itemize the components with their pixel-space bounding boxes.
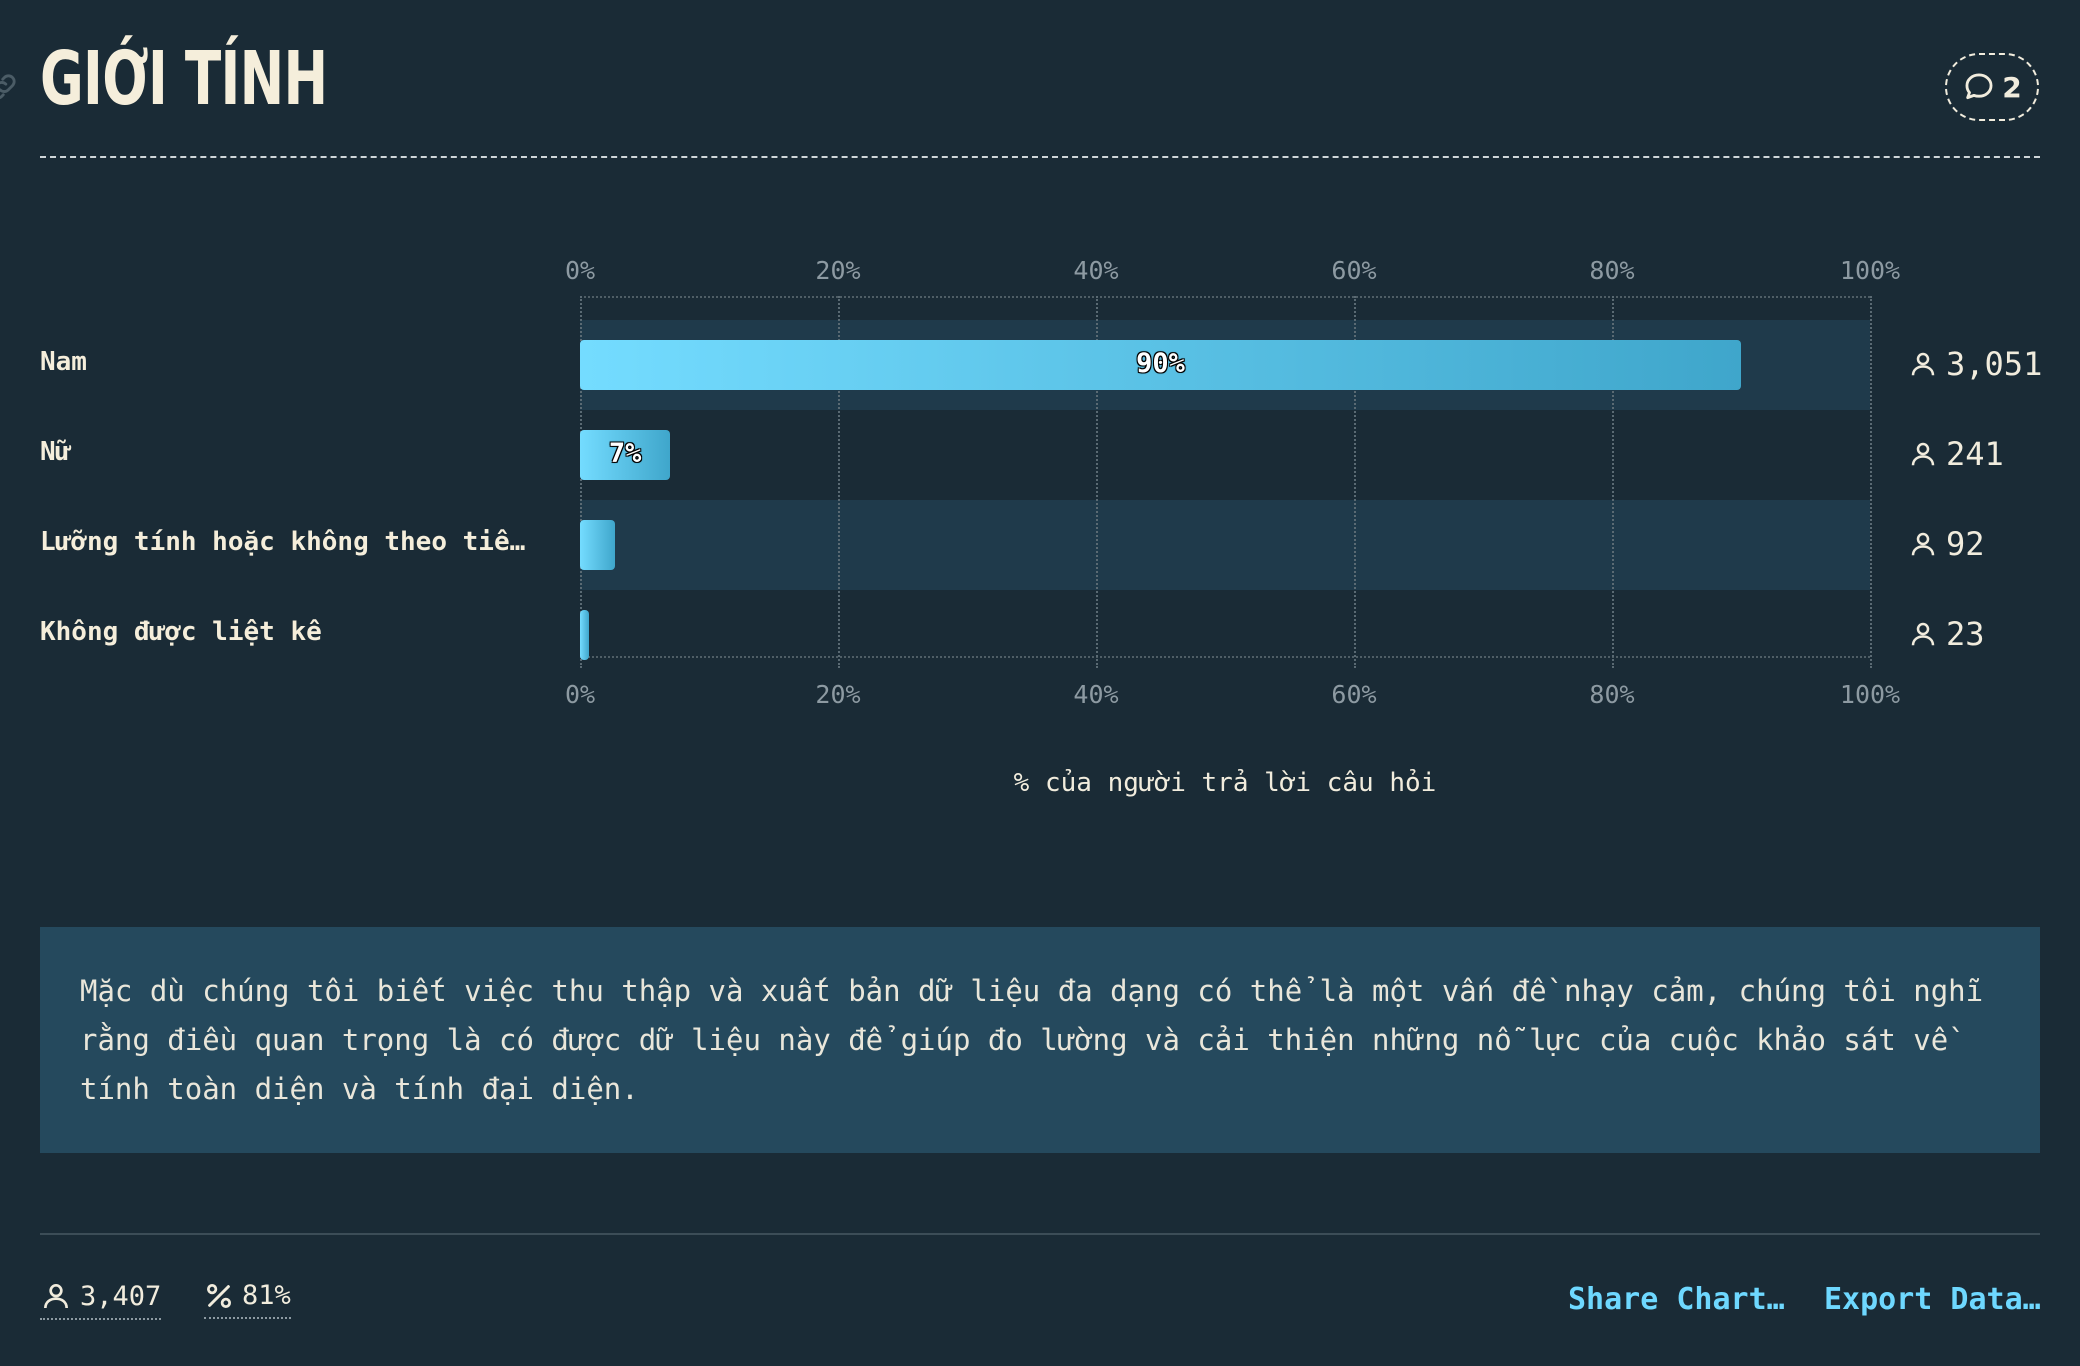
category-label: Không được liệt kê bbox=[40, 617, 322, 647]
plot-frame bbox=[580, 296, 1870, 658]
respondent-count: 23 bbox=[1908, 615, 1985, 653]
percent-icon bbox=[207, 1283, 231, 1308]
person-icon bbox=[1911, 352, 1935, 376]
share-chart-link[interactable]: Share Chart… bbox=[1568, 1282, 1785, 1317]
x-tick-label-top: 60% bbox=[1331, 256, 1377, 285]
gridline bbox=[1612, 296, 1614, 668]
x-tick-label-top: 40% bbox=[1073, 256, 1119, 285]
x-tick-label-bottom: 60% bbox=[1331, 680, 1377, 709]
person-icon bbox=[1911, 442, 1935, 466]
category-label: Nữ bbox=[40, 437, 72, 467]
row-background bbox=[580, 500, 1870, 590]
person-icon bbox=[1911, 622, 1935, 646]
percentage-value: 81% bbox=[242, 1280, 291, 1311]
x-tick-label-top: 100% bbox=[1839, 256, 1901, 285]
bar[interactable] bbox=[580, 610, 590, 660]
respondent-count: 3,051 bbox=[1908, 345, 2042, 383]
respondents-count: 3,407 bbox=[80, 1280, 162, 1312]
x-tick-label-bottom: 80% bbox=[1589, 680, 1635, 709]
respondent-count: 241 bbox=[1908, 435, 2004, 473]
comments-button[interactable]: 2 bbox=[1945, 53, 2039, 121]
note-text: Mặc dù chúng tôi biết việc thu thập và x… bbox=[80, 974, 1984, 1106]
respondent-count: 92 bbox=[1908, 525, 1985, 563]
respondents-stat[interactable]: 3,407 bbox=[40, 1280, 162, 1320]
count-value: 241 bbox=[1946, 435, 2004, 473]
x-tick-label-bottom: 20% bbox=[815, 680, 861, 709]
footer-divider bbox=[40, 1233, 2040, 1235]
gridline bbox=[1870, 296, 1872, 668]
count-value: 92 bbox=[1946, 525, 1985, 563]
bar[interactable] bbox=[580, 520, 615, 570]
x-tick-label-top: 80% bbox=[1589, 256, 1635, 285]
category-label: Lưỡng tính hoặc không theo tiêu… bbox=[40, 527, 540, 557]
bar[interactable] bbox=[580, 340, 1741, 390]
category-label: Nam bbox=[40, 347, 87, 377]
gridline bbox=[580, 296, 582, 668]
x-tick-label-bottom: 100% bbox=[1839, 680, 1901, 709]
percentage-stat[interactable]: 81% bbox=[204, 1280, 291, 1319]
x-tick-label-bottom: 0% bbox=[564, 680, 596, 709]
info-note: Mặc dù chúng tôi biết việc thu thập và x… bbox=[40, 927, 2040, 1153]
page-title: GIỚI TÍNH bbox=[40, 36, 328, 122]
person-icon bbox=[1911, 532, 1935, 556]
data-label: 90% bbox=[1136, 347, 1186, 379]
title-divider bbox=[40, 156, 2040, 158]
export-data-link[interactable]: Export Data… bbox=[1824, 1282, 2041, 1317]
count-value: 3,051 bbox=[1946, 345, 2043, 383]
link-icon[interactable] bbox=[0, 70, 20, 104]
gridline bbox=[1096, 296, 1098, 668]
x-tick-label-top: 20% bbox=[815, 256, 861, 285]
bar-chart: 0% 0% 20% 20% 40% 40% 60% 60% 80% 80% 100% 100% Nam 9… bbox=[0, 220, 2080, 820]
x-axis-label: % của người trả lời câu hỏi bbox=[1013, 768, 1437, 798]
x-tick-label-bottom: 40% bbox=[1073, 680, 1119, 709]
comment-count: 2 bbox=[2002, 70, 2022, 104]
data-label: 7% bbox=[608, 437, 642, 469]
gridline bbox=[1354, 296, 1356, 668]
gridline bbox=[838, 296, 840, 668]
x-tick-label-top: 0% bbox=[564, 256, 596, 285]
comment-icon bbox=[1965, 73, 1993, 100]
person-icon bbox=[44, 1284, 68, 1309]
count-value: 23 bbox=[1946, 615, 1985, 653]
bar[interactable] bbox=[580, 430, 671, 480]
